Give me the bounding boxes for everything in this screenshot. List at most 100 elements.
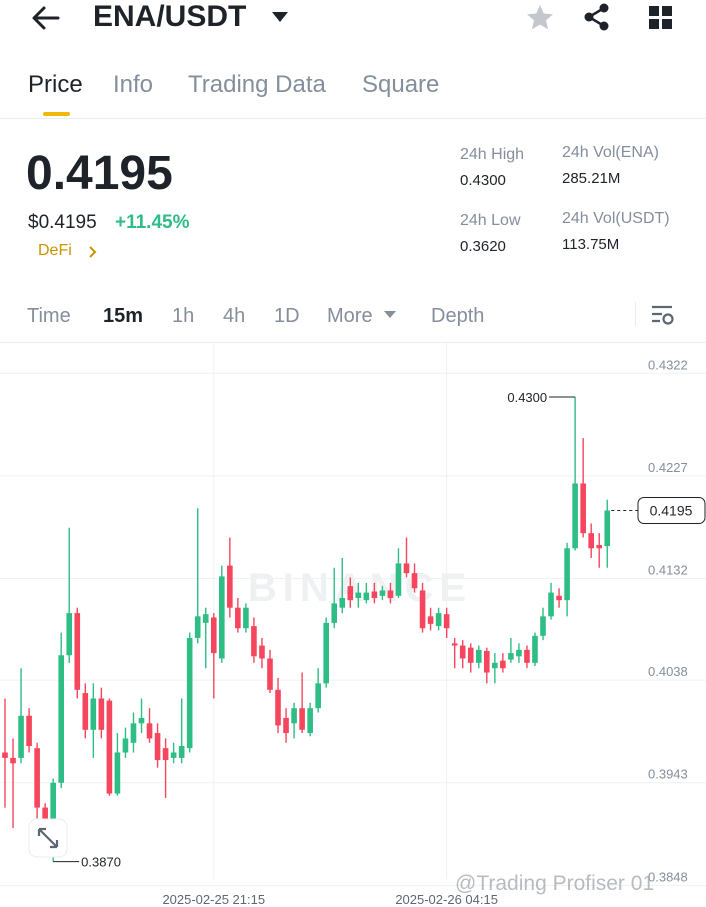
candle-body — [355, 592, 362, 598]
y-tick-label: 0.4322 — [648, 357, 688, 372]
candle-body — [508, 653, 514, 660]
candle-body — [347, 586, 354, 601]
candle-body — [524, 649, 530, 663]
candle-body — [363, 592, 370, 601]
last-price: 0.4195 — [26, 147, 173, 200]
candle-body — [10, 757, 16, 764]
candle-body — [90, 698, 97, 730]
y-tick-label: 0.4038 — [648, 664, 688, 679]
candle-body — [114, 752, 121, 794]
candle-body — [291, 708, 297, 724]
stat-label: 24h High — [460, 146, 525, 163]
candle-body — [178, 746, 185, 758]
candle-body — [194, 616, 201, 638]
candle-body — [34, 748, 40, 808]
candle-body — [395, 563, 402, 596]
expand-button[interactable] — [28, 818, 68, 858]
divider — [0, 342, 706, 343]
tab[interactable]: Price — [28, 71, 83, 98]
overlay-watermark: @Trading Profiser 01 — [455, 872, 655, 895]
back-button[interactable] — [30, 4, 62, 32]
candle-body — [235, 607, 241, 629]
interval[interactable]: 4h — [223, 305, 246, 327]
pair-dropdown[interactable] — [270, 10, 290, 24]
candle-body — [484, 650, 490, 673]
last-price-label: 0.4195 — [650, 502, 693, 518]
candle-body — [467, 647, 474, 663]
candle-body — [275, 689, 281, 726]
y-tick-label: 0.3943 — [648, 767, 688, 782]
candle-body — [564, 548, 570, 601]
interval[interactable]: More — [327, 305, 373, 327]
candle-body — [475, 649, 482, 663]
more-dropdown — [384, 311, 396, 318]
grid-menu[interactable] — [648, 5, 674, 31]
candle-body — [403, 563, 410, 574]
tab[interactable]: Info — [113, 71, 154, 98]
candle-body — [122, 738, 129, 753]
candle-body — [299, 708, 305, 730]
candle-body — [331, 603, 338, 623]
category-tag[interactable]: DeFi — [38, 242, 72, 259]
candle-body — [556, 595, 562, 601]
x-tick-label: 2025-02-26 04:15 — [395, 892, 498, 907]
candle-body — [580, 483, 586, 534]
candle-body — [500, 660, 506, 669]
y-tick-label: 0.3848 — [648, 869, 688, 884]
candle-body — [259, 645, 265, 659]
interval[interactable]: 15m — [103, 305, 144, 327]
candle-body — [18, 715, 24, 758]
favorite-star[interactable] — [525, 3, 555, 31]
candle-body — [66, 613, 73, 656]
candle-body — [427, 616, 434, 624]
last-price-box — [637, 496, 706, 524]
interval[interactable]: Time — [27, 305, 71, 327]
stat-label: 24h Low — [460, 212, 521, 229]
interval[interactable]: Depth — [431, 305, 485, 327]
share-button[interactable] — [582, 3, 612, 31]
candle-body — [50, 782, 56, 836]
candle-body — [451, 643, 458, 646]
interval[interactable]: 1D — [274, 305, 300, 327]
stat-label: 24h Vol(ENA) — [562, 144, 659, 161]
candle-body — [243, 607, 249, 629]
candle-body — [106, 700, 113, 794]
candle-body — [532, 635, 538, 663]
candle-body — [251, 626, 257, 657]
candle-body — [315, 683, 321, 709]
candle-body — [154, 733, 161, 761]
candle-body — [323, 622, 329, 684]
stat-label: 24h Vol(USDT) — [562, 210, 670, 227]
candle-body — [540, 616, 546, 636]
candle-body — [435, 613, 442, 627]
pair-title[interactable]: ENA/USDT — [93, 0, 247, 33]
candle-body — [58, 655, 65, 783]
candle-body — [371, 591, 378, 598]
stat-value: 0.3620 — [460, 238, 506, 255]
chart-settings[interactable] — [650, 303, 676, 327]
candle-body — [459, 645, 466, 659]
stat-value: 0.4300 — [460, 172, 506, 189]
y-tick-label: 0.4132 — [648, 563, 688, 578]
candle-body — [419, 590, 426, 629]
candle-body — [130, 723, 137, 743]
candle-body — [572, 483, 578, 549]
x-tick-label: 2025-02-25 21:15 — [162, 892, 265, 907]
candle-body — [162, 748, 169, 761]
price-change: +11.45% — [115, 212, 190, 233]
candle-body — [2, 752, 8, 758]
candle-body — [548, 592, 554, 617]
candle-body — [604, 510, 611, 547]
tab[interactable]: Square — [362, 71, 440, 98]
tag-chevron — [89, 246, 97, 258]
interval[interactable]: 1h — [172, 305, 195, 327]
candle-body — [379, 590, 386, 596]
tab-indicator — [43, 112, 70, 116]
candle-body — [146, 723, 153, 739]
candle-body — [186, 637, 193, 749]
candle-body — [219, 576, 225, 659]
candle-body — [588, 533, 594, 549]
candle-body — [227, 565, 233, 608]
tab[interactable]: Trading Data — [188, 71, 326, 98]
